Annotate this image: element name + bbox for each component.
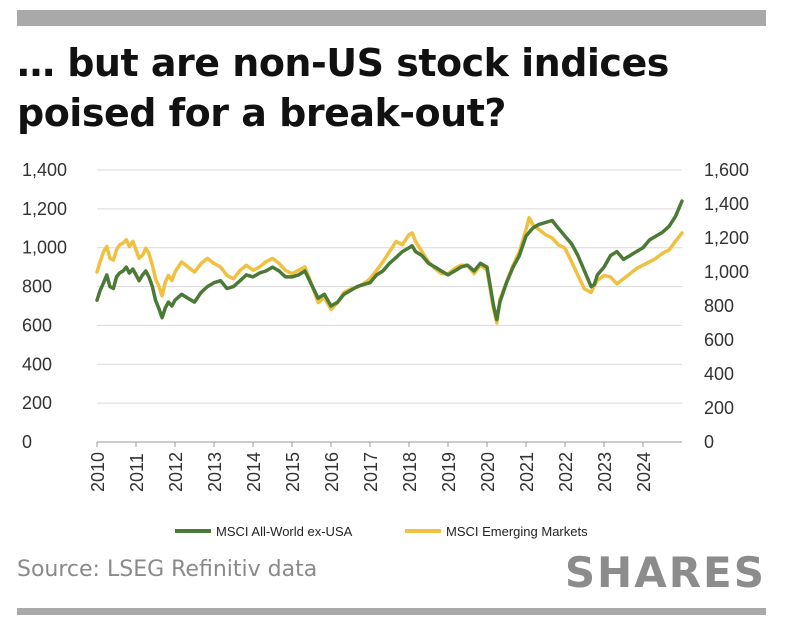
y-right-tick-label: 800 bbox=[704, 296, 734, 316]
chart-title: … but are non-US stock indices poised fo… bbox=[17, 41, 669, 135]
x-tick-label: 2020 bbox=[478, 452, 498, 492]
series-line-msci-emerging-markets bbox=[95, 215, 684, 325]
source-note: Source: LSEG Refinitiv data bbox=[17, 557, 318, 582]
legend-label: MSCI All-World ex-USA bbox=[216, 524, 353, 539]
y-right-tick-label: 200 bbox=[704, 398, 734, 418]
series-line-msci-all-world-ex-usa bbox=[95, 199, 684, 322]
x-tick-label: 2015 bbox=[283, 452, 303, 492]
y-left-tick-label: 0 bbox=[22, 432, 32, 452]
x-tick-label: 2010 bbox=[88, 452, 108, 492]
x-tick-label: 2013 bbox=[205, 452, 225, 492]
x-tick-label: 2022 bbox=[556, 452, 576, 492]
top-rule bbox=[17, 10, 766, 26]
x-tick-label: 2024 bbox=[634, 452, 654, 492]
x-tick-label: 2019 bbox=[439, 452, 459, 492]
x-tick-label: 2021 bbox=[517, 452, 537, 492]
y-right-tick-label: 1,200 bbox=[704, 228, 749, 248]
x-tick-label: 2014 bbox=[244, 452, 264, 492]
y-left-tick-label: 1,400 bbox=[22, 160, 67, 180]
x-tick-label: 2018 bbox=[400, 452, 420, 492]
x-tick-label: 2012 bbox=[166, 452, 186, 492]
bottom-rule bbox=[17, 608, 766, 615]
y-left-tick-label: 1,200 bbox=[22, 199, 67, 219]
y-right-tick-label: 600 bbox=[704, 330, 734, 350]
x-tick-label: 2016 bbox=[322, 452, 342, 492]
y-left-tick-label: 400 bbox=[22, 354, 52, 374]
y-left-tick-label: 600 bbox=[22, 315, 52, 335]
x-tick-label: 2017 bbox=[361, 452, 381, 492]
y-right-tick-label: 400 bbox=[704, 364, 734, 384]
y-right-tick-label: 0 bbox=[704, 432, 714, 452]
shares-logo: SHARES bbox=[564, 548, 766, 597]
y-left-tick-label: 200 bbox=[22, 393, 52, 413]
y-right-tick-label: 1,600 bbox=[704, 160, 749, 180]
x-tick-label: 2011 bbox=[127, 453, 147, 492]
y-right-tick-label: 1,000 bbox=[704, 262, 749, 282]
y-left-tick-label: 1,000 bbox=[22, 238, 67, 258]
x-tick-label: 2023 bbox=[595, 452, 615, 492]
y-right-tick-label: 1,400 bbox=[704, 194, 749, 214]
legend-label: MSCI Emerging Markets bbox=[446, 524, 588, 539]
y-left-tick-label: 800 bbox=[22, 277, 52, 297]
